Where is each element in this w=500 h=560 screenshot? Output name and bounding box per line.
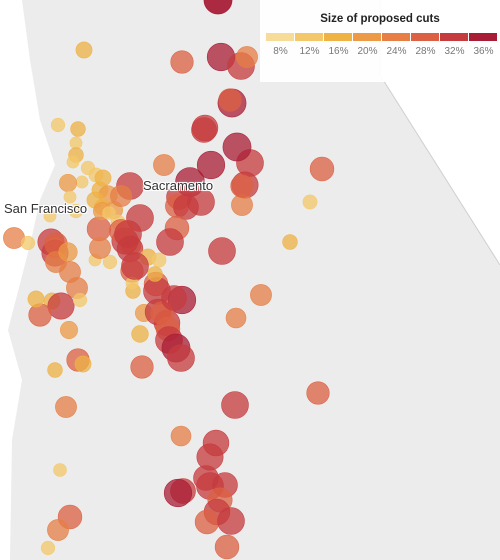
site-marker[interactable] <box>66 155 80 169</box>
site-marker[interactable] <box>170 50 194 74</box>
legend-swatch <box>266 33 294 41</box>
site-marker[interactable] <box>53 463 67 477</box>
site-marker[interactable] <box>167 344 195 372</box>
legend-swatch <box>440 33 468 41</box>
site-marker[interactable] <box>306 381 330 405</box>
site-marker[interactable] <box>47 362 63 378</box>
site-marker[interactable] <box>110 185 132 207</box>
legend-tick-label: 20% <box>357 46 378 57</box>
site-marker[interactable] <box>70 121 86 137</box>
site-marker[interactable] <box>121 252 149 280</box>
site-marker[interactable] <box>217 507 245 535</box>
site-marker[interactable] <box>50 117 66 133</box>
city-label-sacramento: Sacramento <box>143 178 214 193</box>
legend-tick-label: 32% <box>444 46 465 57</box>
site-marker[interactable] <box>161 285 187 311</box>
legend-swatch <box>295 33 323 41</box>
site-marker[interactable] <box>218 88 242 112</box>
site-marker[interactable] <box>147 266 163 282</box>
site-marker[interactable] <box>194 509 220 535</box>
site-marker[interactable] <box>43 209 57 223</box>
legend-color-scale <box>266 33 498 41</box>
legend-tick-label: 12% <box>299 46 320 57</box>
site-marker[interactable] <box>89 237 111 259</box>
site-marker[interactable] <box>28 303 52 327</box>
legend-swatch <box>382 33 410 41</box>
legend-tick-label: 16% <box>328 46 349 57</box>
site-marker[interactable] <box>74 355 92 373</box>
site-marker[interactable] <box>55 396 77 418</box>
land-area <box>8 0 500 560</box>
site-marker[interactable] <box>187 188 215 216</box>
site-marker[interactable] <box>156 228 184 256</box>
site-marker[interactable] <box>282 234 298 250</box>
legend-swatch <box>411 33 439 41</box>
site-marker[interactable] <box>63 190 77 204</box>
site-marker[interactable] <box>230 174 254 198</box>
site-marker[interactable] <box>131 325 149 343</box>
site-marker[interactable] <box>236 46 258 68</box>
site-marker[interactable] <box>163 478 193 508</box>
site-marker[interactable] <box>151 252 167 268</box>
legend-tick-label: 36% <box>473 46 494 57</box>
site-marker[interactable] <box>196 150 226 180</box>
site-marker[interactable] <box>170 425 192 447</box>
site-marker[interactable] <box>68 203 84 219</box>
site-marker[interactable] <box>20 235 36 251</box>
site-marker[interactable] <box>58 242 78 262</box>
legend: Size of proposed cuts 8% 12% 16% 20% 24% 28% 3… <box>260 0 500 82</box>
site-marker[interactable] <box>75 175 89 189</box>
site-marker[interactable] <box>250 284 272 306</box>
site-marker[interactable] <box>130 355 154 379</box>
site-marker[interactable] <box>102 254 118 270</box>
site-marker[interactable] <box>191 114 219 142</box>
site-marker[interactable] <box>102 206 116 220</box>
site-marker[interactable] <box>208 237 236 265</box>
legend-ticks: 8% 12% 16% 20% 24% 28% 32% 36% <box>266 46 498 57</box>
site-marker[interactable] <box>222 132 252 162</box>
legend-swatch <box>469 33 497 41</box>
site-marker[interactable] <box>47 292 75 320</box>
site-marker[interactable] <box>153 154 175 176</box>
site-marker[interactable] <box>309 156 335 182</box>
legend-title: Size of proposed cuts <box>320 13 440 25</box>
site-marker[interactable] <box>58 174 77 193</box>
legend-swatch <box>324 33 352 41</box>
site-marker[interactable] <box>302 194 318 210</box>
site-marker[interactable] <box>27 290 45 308</box>
legend-tick-label: 8% <box>273 46 288 57</box>
site-marker[interactable] <box>69 136 83 150</box>
site-marker[interactable] <box>114 220 142 248</box>
legend-swatch <box>353 33 381 41</box>
site-marker[interactable] <box>203 0 233 15</box>
site-marker[interactable] <box>59 320 78 339</box>
site-marker[interactable] <box>72 292 88 308</box>
site-marker[interactable] <box>214 534 240 560</box>
legend-tick-label: 24% <box>386 46 407 57</box>
site-marker[interactable] <box>221 391 249 419</box>
site-marker[interactable] <box>47 519 69 541</box>
city-label-san-francisco: San Francisco <box>4 201 88 216</box>
site-marker[interactable] <box>225 307 247 329</box>
legend-tick-label: 28% <box>415 46 436 57</box>
site-markers <box>3 0 335 560</box>
site-marker[interactable] <box>75 41 93 59</box>
site-marker[interactable] <box>40 540 56 556</box>
